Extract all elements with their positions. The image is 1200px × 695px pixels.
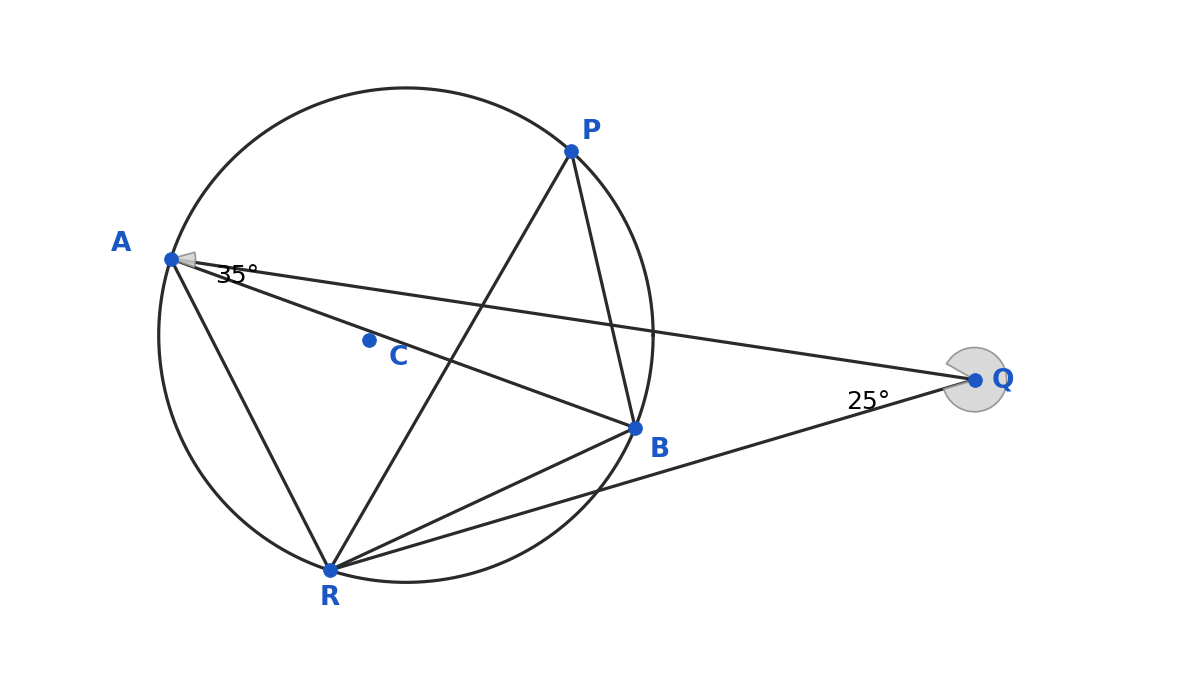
Text: C: C [389,345,408,371]
Text: 25°: 25° [846,391,890,414]
Text: R: R [319,585,340,611]
Text: P: P [581,119,601,145]
Text: Q: Q [992,367,1014,393]
Wedge shape [170,252,196,267]
Wedge shape [943,348,1007,411]
Text: 35°: 35° [215,265,259,288]
Text: B: B [650,437,670,464]
Text: A: A [110,231,131,257]
